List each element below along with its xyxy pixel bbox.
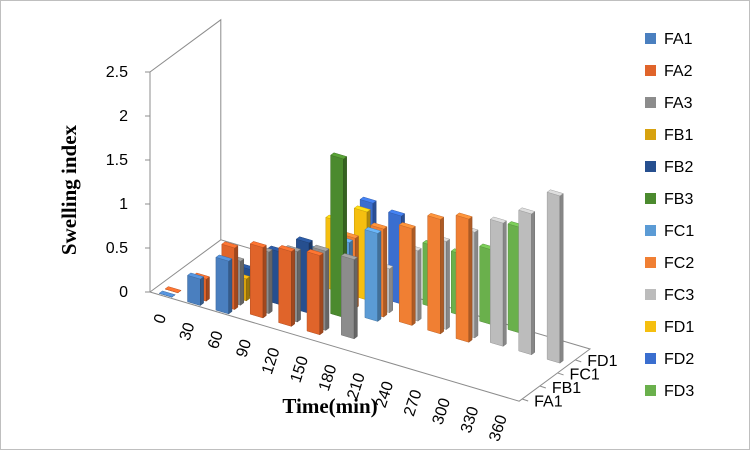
bar-FC3-330 [518,207,536,356]
legend-item-FA2: FA2 [645,63,693,80]
legend-item-FB3: FB3 [645,191,693,208]
x-tick-label: 300 [430,396,454,427]
bar-FA2-0 [164,286,182,294]
depth-tick-label: FB1 [552,380,581,397]
chart-walls [148,18,592,402]
legend-swatch [645,321,656,332]
bar-FC2-210 [398,222,416,326]
legend-item-FD2: FD2 [645,351,694,368]
legend-label: FC2 [664,255,694,272]
depth-tick-mark [557,372,564,376]
bar-FA3-180 [340,253,358,340]
x-tick-label: 60 [205,329,227,351]
x-tick-label: 150 [288,354,312,385]
legend-swatch [645,385,656,396]
legend-item-FB1: FB1 [645,127,693,144]
y-tick-label: 1.5 [106,152,128,169]
bar-FC3-300 [489,216,507,347]
legend-item-FC2: FC2 [645,255,694,272]
legend-item-FD3: FD3 [645,383,694,400]
legend-label: FA1 [664,31,693,48]
legend-item-FA1: FA1 [645,31,693,48]
depth-tick-label: FA1 [534,394,563,411]
legend-label: FA2 [664,63,693,80]
side-wall [149,18,222,292]
depth-tick-label: FC1 [570,366,600,383]
legend-label: FC3 [664,287,694,304]
legend-swatch [645,33,656,44]
legend-label: FB3 [664,191,693,208]
legend-swatch [645,129,656,140]
legend-swatch [645,97,656,108]
x-tick-label: 90 [234,337,256,359]
bar-FA1-0 [158,290,176,298]
bar-FA1-60 [215,254,233,315]
legend-swatch [645,161,656,172]
bar-FA2-120 [278,245,296,327]
bar-FC2-270 [455,212,473,343]
legend-swatch [645,65,656,76]
legend-swatch [645,225,656,236]
y-tick-label: 2 [119,108,128,125]
legend-item-FC3: FC3 [645,287,694,304]
x-tick-label: 30 [177,320,199,342]
x-tick-label: 330 [458,404,482,435]
bar-FC1-180 [364,226,382,322]
y-tick-label: 1 [119,196,128,213]
bar-FA2-150 [306,249,324,336]
y-tick-label: 0 [119,284,128,301]
legend-label: FC1 [664,223,694,240]
y-axis-ticks: 0 0.5 1 1.5 2 2.5 [106,64,150,301]
bar-FC3-360 [546,189,564,364]
chart-bars [158,152,564,364]
legend-swatch [645,193,656,204]
bar-FA1-30 [186,272,205,307]
floor-plane [148,239,592,402]
legend-swatch [645,289,656,300]
x-tick-label: 270 [401,388,425,419]
x-tick-label: 360 [486,413,510,444]
x-tick-label: 0 [151,312,170,326]
legend-item-FA3: FA3 [645,95,693,112]
depth-tick-mark [539,385,547,389]
bar-FA2-90 [249,241,267,319]
y-axis-title: Swelling index [57,124,81,255]
depth-tick-mark [575,359,582,363]
legend-label: FA3 [664,95,693,112]
x-axis-title: Time(min) [282,394,377,418]
legend-item-FD1: FD1 [645,319,694,336]
x-tick-label: 120 [259,346,283,377]
legend-label: FB1 [664,127,693,144]
y-tick-label: 2.5 [106,64,128,81]
depth-tick-label: FD1 [587,353,617,370]
legend-item-FB2: FB2 [645,159,693,176]
legend-label: FB2 [664,159,693,176]
bar-FC2-240 [427,213,445,335]
y-tick-label: 0.5 [106,240,128,257]
legend-swatch [645,257,656,268]
depth-tick-mark [521,398,529,402]
legend-label: FD3 [664,383,694,400]
legend-item-FC1: FC1 [645,223,694,240]
legend: FA1 FA2 FA3 FB1 FB2 FB3 FC1 FC2 FC3 FD1 FD2 FD3 [645,31,694,400]
legend-label: FD1 [664,319,694,336]
legend-swatch [645,353,656,364]
legend-label: FD2 [664,351,694,368]
x-tick-label: 180 [316,362,340,393]
